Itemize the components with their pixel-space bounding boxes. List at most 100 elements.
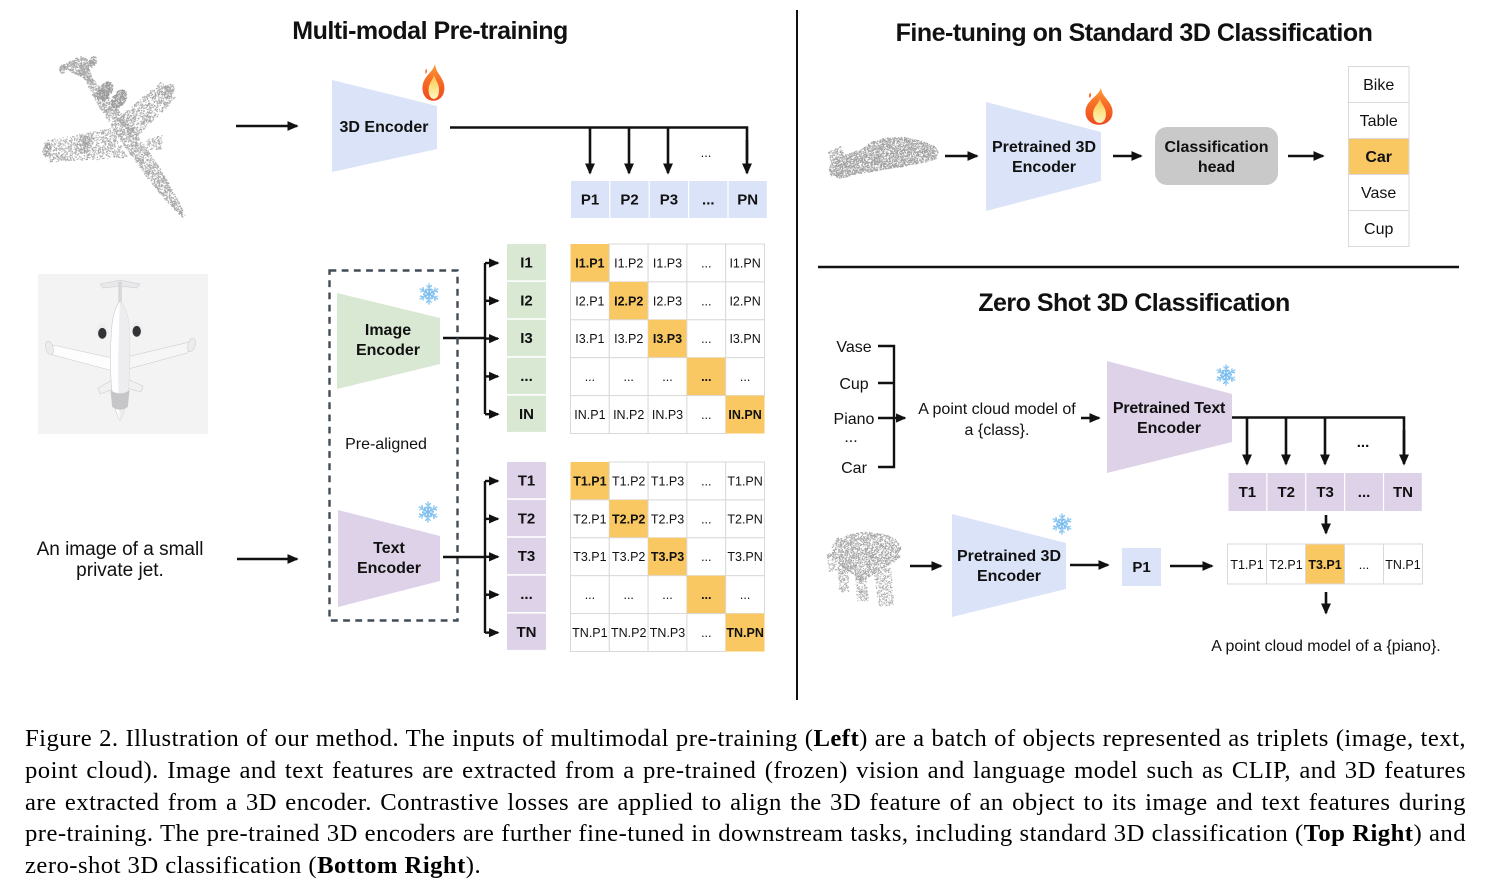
svg-text:T1.P1: T1.P1 — [1230, 558, 1263, 572]
svg-text:I2.P3: I2.P3 — [653, 294, 682, 308]
svg-text:...: ... — [702, 192, 715, 209]
svg-text:T3.PN: T3.PN — [727, 550, 762, 564]
svg-text:...: ... — [740, 588, 750, 602]
svg-text:Table: Table — [1360, 113, 1398, 130]
svg-text:I1.P1: I1.P1 — [575, 256, 604, 270]
svg-text:I1.P2: I1.P2 — [614, 256, 643, 270]
svg-text:T1: T1 — [518, 472, 536, 489]
svg-text:I3.P3: I3.P3 — [653, 332, 682, 346]
svg-text:...: ... — [701, 256, 711, 270]
svg-text:Piano: Piano — [834, 411, 875, 428]
svg-text:TN.P2: TN.P2 — [611, 626, 646, 640]
svg-text:I2.P1: I2.P1 — [575, 294, 604, 308]
svg-text:A point cloud model of: A point cloud model of — [918, 401, 1076, 418]
svg-text:Cup: Cup — [839, 376, 868, 393]
svg-text:...: ... — [520, 586, 533, 603]
svg-text:I1: I1 — [520, 254, 533, 271]
svg-text:Vase: Vase — [836, 339, 871, 356]
svg-text:...: ... — [701, 474, 711, 488]
svg-text:T3: T3 — [1316, 484, 1334, 501]
svg-text:IN.PN: IN.PN — [728, 408, 761, 422]
svg-text:Pretrained 3D: Pretrained 3D — [992, 139, 1096, 156]
svg-text:Encoder: Encoder — [357, 560, 421, 577]
svg-text:...: ... — [701, 550, 711, 564]
svg-text:Zero Shot 3D Classification: Zero Shot 3D Classification — [978, 289, 1290, 317]
svg-text:...: ... — [623, 588, 633, 602]
svg-text:TN.P1: TN.P1 — [572, 626, 607, 640]
svg-text:Fine-tuning on Standard 3D Cla: Fine-tuning on Standard 3D Classificatio… — [896, 19, 1373, 47]
svg-text:...: ... — [701, 512, 711, 526]
svg-text:IN.P3: IN.P3 — [652, 408, 683, 422]
svg-text:Pre-aligned: Pre-aligned — [345, 436, 427, 453]
svg-text:T3: T3 — [518, 548, 536, 565]
svg-text:T2.P1: T2.P1 — [1269, 558, 1302, 572]
svg-text:Car: Car — [841, 460, 867, 477]
svg-text:...: ... — [701, 145, 712, 160]
svg-text:IN.P2: IN.P2 — [613, 408, 644, 422]
svg-text:Encoder: Encoder — [1012, 159, 1076, 176]
svg-text:TN.PN: TN.PN — [726, 626, 764, 640]
svg-text:...: ... — [585, 588, 595, 602]
svg-text:...: ... — [701, 588, 711, 602]
svg-text:I3.PN: I3.PN — [729, 332, 760, 346]
svg-text:T1: T1 — [1239, 484, 1257, 501]
svg-text:TN.P3: TN.P3 — [650, 626, 685, 640]
svg-text:IN.P1: IN.P1 — [574, 408, 605, 422]
svg-text:T3.P3: T3.P3 — [651, 550, 684, 564]
svg-text:...: ... — [1358, 484, 1371, 501]
svg-text:Bike: Bike — [1363, 77, 1394, 94]
svg-text:head: head — [1198, 159, 1235, 176]
svg-text:I3.P1: I3.P1 — [575, 332, 604, 346]
svg-text:I2.PN: I2.PN — [729, 294, 760, 308]
svg-text:...: ... — [844, 429, 857, 446]
svg-text:Pretrained Text: Pretrained Text — [1113, 400, 1226, 417]
svg-text:T2: T2 — [518, 510, 536, 527]
svg-text:T2: T2 — [1277, 484, 1295, 501]
svg-text:a {class}.: a {class}. — [965, 422, 1030, 439]
svg-text:...: ... — [740, 370, 750, 384]
svg-text:Encoder: Encoder — [1137, 420, 1201, 437]
svg-text:P1: P1 — [581, 192, 599, 209]
svg-text:Multi-modal Pre-training: Multi-modal Pre-training — [292, 17, 568, 45]
svg-text:Classification: Classification — [1164, 139, 1268, 156]
svg-text:private jet.: private jet. — [76, 560, 164, 581]
svg-text:T3.P2: T3.P2 — [612, 550, 645, 564]
svg-text:Encoder: Encoder — [356, 342, 420, 359]
svg-text:P1: P1 — [1132, 559, 1150, 576]
svg-text:...: ... — [1359, 558, 1369, 572]
svg-text:T2.P1: T2.P1 — [573, 512, 606, 526]
svg-text:...: ... — [623, 370, 633, 384]
svg-text:...: ... — [1357, 434, 1370, 451]
svg-text:IN: IN — [519, 406, 534, 423]
svg-text:Image: Image — [365, 322, 411, 339]
svg-text:Vase: Vase — [1361, 185, 1396, 202]
svg-text:Cup: Cup — [1364, 221, 1393, 238]
svg-text:Pretrained 3D: Pretrained 3D — [957, 548, 1061, 565]
svg-text:T1.P1: T1.P1 — [573, 474, 606, 488]
svg-text:I1.P3: I1.P3 — [653, 256, 682, 270]
svg-text:3D Encoder: 3D Encoder — [340, 119, 429, 136]
svg-text:I2.P2: I2.P2 — [614, 294, 643, 308]
svg-text:...: ... — [520, 368, 533, 385]
svg-text:TN: TN — [517, 624, 537, 641]
svg-text:Text: Text — [373, 540, 405, 557]
svg-text:...: ... — [701, 332, 711, 346]
svg-text:...: ... — [662, 588, 672, 602]
svg-text:TN.P1: TN.P1 — [1385, 558, 1420, 572]
svg-text:I3.P2: I3.P2 — [614, 332, 643, 346]
svg-text:T3.P1: T3.P1 — [573, 550, 606, 564]
svg-text:T1.PN: T1.PN — [727, 474, 762, 488]
svg-text:TN: TN — [1393, 484, 1413, 501]
svg-text:P2: P2 — [620, 192, 638, 209]
svg-text:Encoder: Encoder — [977, 568, 1041, 585]
svg-text:T2.PN: T2.PN — [727, 512, 762, 526]
svg-text:...: ... — [701, 626, 711, 640]
svg-text:An image of a small: An image of a small — [37, 539, 204, 560]
svg-text:...: ... — [701, 294, 711, 308]
svg-text:T2.P3: T2.P3 — [651, 512, 684, 526]
svg-text:Car: Car — [1365, 149, 1392, 166]
svg-text:I1.PN: I1.PN — [729, 256, 760, 270]
svg-text:T3.P1: T3.P1 — [1308, 558, 1341, 572]
svg-text:A point cloud model of a {pian: A point cloud model of a {piano}. — [1211, 638, 1441, 655]
svg-text:I3: I3 — [520, 330, 533, 347]
